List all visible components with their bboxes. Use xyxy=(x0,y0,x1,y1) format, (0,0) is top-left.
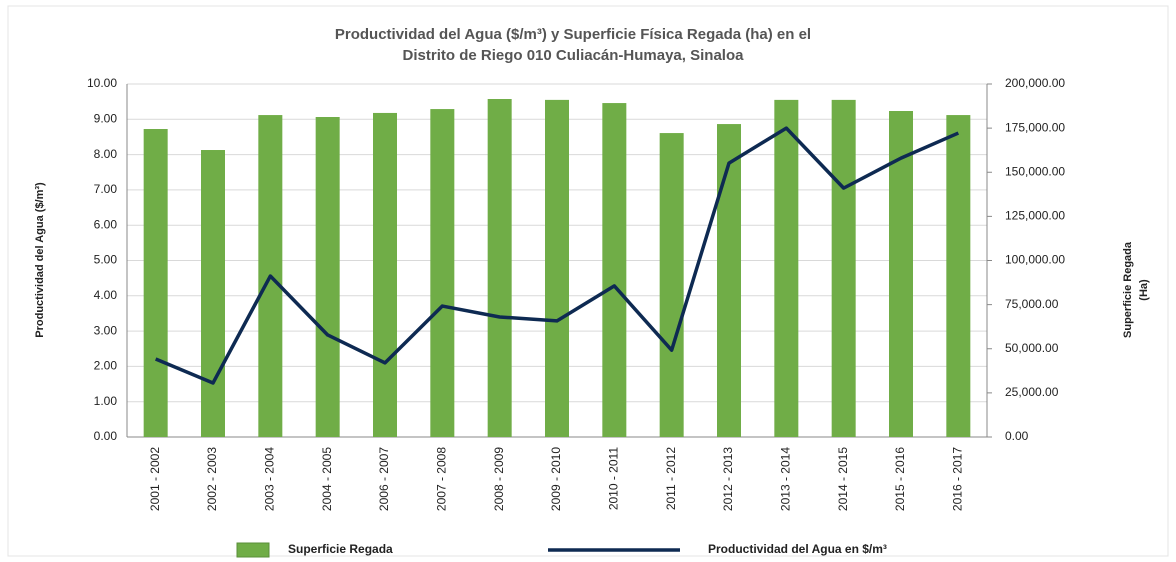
x-tick-label: 2003 - 2004 xyxy=(263,447,277,511)
bar xyxy=(430,109,455,438)
y2-tick-label: 150,000.00 xyxy=(1005,164,1065,178)
y-tick-label: 10.00 xyxy=(87,76,117,90)
chart-title: Distrito de Riego 010 Culiacán-Humaya, S… xyxy=(403,47,745,64)
y-tick-label: 8.00 xyxy=(94,147,118,161)
bar xyxy=(487,99,512,437)
legend-label: Superficie Regada xyxy=(288,542,393,556)
bar xyxy=(373,112,397,438)
y2-tick-label: 25,000.00 xyxy=(1005,385,1059,399)
x-tick-label: 2009 - 2010 xyxy=(549,447,563,511)
y2-tick-label: 75,000.00 xyxy=(1005,297,1059,311)
y-tick-label: 4.00 xyxy=(94,288,118,302)
y-tick-label: 7.00 xyxy=(94,182,118,196)
bar xyxy=(717,124,741,438)
legend-label: Productividad del Agua en $/m³ xyxy=(708,542,887,556)
y-tick-label: 9.00 xyxy=(94,111,118,125)
x-tick-label: 2008 - 2009 xyxy=(492,447,506,511)
x-tick-label: 2014 - 2015 xyxy=(836,447,850,511)
bar xyxy=(774,99,799,437)
bar xyxy=(315,117,340,438)
bar xyxy=(889,111,913,437)
bar xyxy=(143,129,168,437)
x-tick-label: 2011 - 2012 xyxy=(664,447,678,510)
y-tick-label: 0.00 xyxy=(94,429,118,443)
y-tick-label: 1.00 xyxy=(94,394,118,408)
bar xyxy=(946,115,971,438)
x-tick-label: 2013 - 2014 xyxy=(779,447,793,511)
line xyxy=(154,126,960,385)
frame xyxy=(7,5,1169,557)
x-tick-label: 2001 - 2002 xyxy=(148,447,162,511)
y2-tick-label: 200,000.00 xyxy=(1005,76,1065,90)
y2-tick-label: 100,000.00 xyxy=(1005,253,1065,267)
y2-tick-label: 125,000.00 xyxy=(1005,209,1065,223)
y2-tick-label: 0.00 xyxy=(1005,429,1029,443)
y-tick-label: 5.00 xyxy=(94,253,118,267)
y-tick-label: 2.00 xyxy=(94,359,118,373)
x-tick-label: 2015 - 2016 xyxy=(893,447,907,511)
y-tick-label: 6.00 xyxy=(94,217,118,231)
x-tick-label: 2004 - 2005 xyxy=(320,447,334,511)
x-tick-label: 2010 - 2011 xyxy=(607,447,621,510)
x-tick-label: 2012 - 2013 xyxy=(721,447,735,511)
chart-title: Productividad del Agua ($/m³) y Superfic… xyxy=(335,26,811,43)
bar xyxy=(201,150,225,438)
x-tick-label: 2016 - 2017 xyxy=(951,447,965,511)
bar xyxy=(831,99,856,437)
bar xyxy=(545,99,569,437)
bar xyxy=(659,133,684,437)
x-tick-label: 2002 - 2003 xyxy=(205,447,219,511)
x-tick-label: 2006 - 2007 xyxy=(377,447,391,511)
y2-tick-label: 50,000.00 xyxy=(1005,341,1059,355)
x-tick-label: 2007 - 2008 xyxy=(435,447,449,511)
bar xyxy=(602,103,627,437)
y-axis-label: Productividad del Agua ($/m³) xyxy=(34,182,46,338)
y-tick-label: 3.00 xyxy=(94,323,118,337)
y2-axis-label: (Ha) xyxy=(1138,279,1150,301)
y2-tick-label: 175,000.00 xyxy=(1005,120,1065,134)
legend-swatch xyxy=(236,542,270,558)
y2-axis-label: Superficie Regada xyxy=(1122,241,1134,338)
